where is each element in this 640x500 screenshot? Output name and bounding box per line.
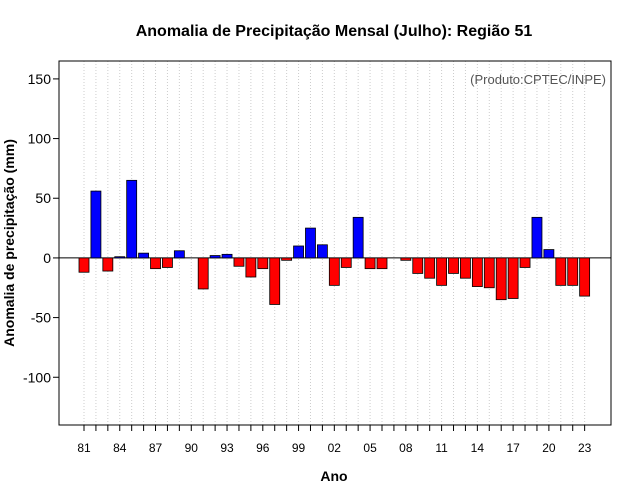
x-tick-label: 99: [292, 441, 306, 455]
x-tick-label: 81: [77, 441, 91, 455]
y-tick-label: 150: [28, 71, 52, 87]
x-tick-label: 93: [220, 441, 234, 455]
bar-1993: [221, 253, 233, 259]
x-tick-label: 05: [363, 441, 377, 455]
bar-1989: [173, 250, 185, 259]
y-axis: -100 -50 0 50 100 150: [23, 71, 59, 385]
bar-2018: [519, 257, 531, 268]
bar-1988: [162, 257, 173, 268]
bar-2009: [412, 257, 424, 274]
bar-2011: [436, 257, 448, 286]
bar-1991: [197, 257, 209, 290]
bar-2016: [495, 257, 507, 301]
bar-1996: [257, 257, 269, 270]
bar-1983: [102, 257, 114, 272]
x-tick-label: 14: [471, 441, 485, 455]
x-axis-title: Ano: [320, 468, 347, 484]
bar-2001: [316, 244, 328, 259]
x-tick-label: 84: [113, 441, 127, 455]
bar-1995: [245, 257, 257, 278]
bar-2000: [305, 227, 316, 259]
bar-2022: [567, 257, 579, 286]
x-tick-label: 20: [542, 441, 556, 455]
bar-1997: [269, 257, 281, 305]
bar-1992: [209, 255, 221, 259]
bar-2020: [543, 249, 555, 259]
x-tick-label: 90: [185, 441, 199, 455]
bar-1984: [114, 256, 126, 259]
plot-frame: [58, 60, 612, 426]
chart-title: Anomalia de Precipitação Mensal (Julho):…: [136, 23, 533, 40]
bar-1998: [281, 257, 293, 261]
y-tick-label: 100: [28, 131, 52, 147]
y-tick-label: -100: [23, 369, 51, 385]
bar-1986: [138, 252, 150, 259]
bar-2003: [340, 257, 352, 268]
x-axis: 81 84 87 90 93 96 99 02 05 08 11 14 17 20 23: [77, 425, 592, 455]
y-tick-label: 50: [35, 190, 51, 206]
bar-2019: [531, 216, 543, 259]
product-credit: (Produto:CPTEC/INPE): [470, 72, 606, 87]
bar-2005: [364, 257, 376, 270]
bar-2008: [400, 257, 412, 261]
x-tick-label: 08: [399, 441, 413, 455]
x-tick-label: 17: [506, 441, 520, 455]
x-tick-label: 96: [256, 441, 270, 455]
bar-2006: [376, 257, 388, 270]
bar-1981: [78, 257, 90, 273]
bar-1987: [150, 257, 161, 270]
x-tick-label: 87: [149, 441, 163, 455]
bars: [78, 179, 591, 305]
y-tick-label: -50: [31, 310, 51, 326]
bar-2015: [483, 257, 495, 289]
bar-2014: [471, 257, 483, 287]
bar-1999: [293, 245, 304, 259]
x-tick-label: 02: [328, 441, 342, 455]
bar-2023: [579, 257, 591, 297]
x-tick-label: 23: [578, 441, 592, 455]
y-axis-title: Anomalia de precipitação (mm): [1, 139, 17, 347]
bar-1985: [126, 179, 138, 259]
bar-2017: [507, 257, 519, 299]
bar-1982: [90, 190, 102, 259]
bar-2012: [448, 257, 459, 274]
grid-lines: [83, 61, 586, 425]
bar-2004: [352, 216, 364, 259]
x-tick-label: 11: [435, 441, 448, 455]
bar-2013: [460, 257, 471, 279]
y-tick-label: 0: [43, 250, 51, 266]
bar-2002: [328, 257, 340, 286]
bar-2021: [555, 257, 567, 286]
bar-2010: [424, 257, 436, 279]
bar-1994: [233, 257, 245, 267]
